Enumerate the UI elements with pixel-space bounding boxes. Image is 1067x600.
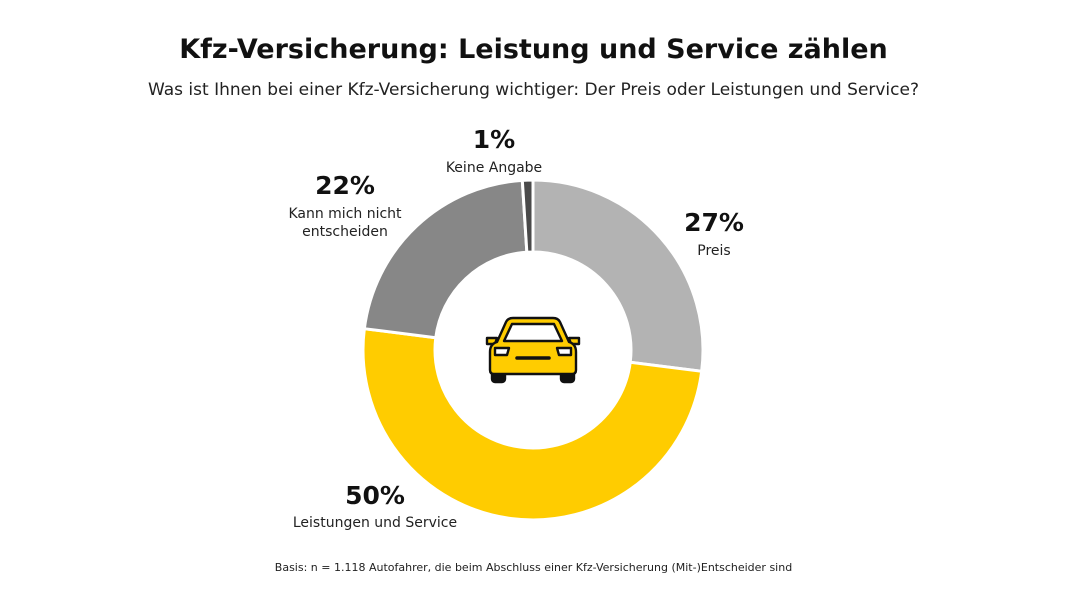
value-label-leistungen: 50% xyxy=(345,481,405,510)
slice-preis xyxy=(531,178,705,373)
slice-label-unentschieden-line2: entscheiden xyxy=(302,224,388,240)
chart-subtitle: Was ist Ihnen bei einer Kfz-Versicherung… xyxy=(148,80,919,100)
slice-label-unentschieden-line1: Kann mich nicht xyxy=(288,206,402,222)
slice-keine-angabe xyxy=(520,178,535,254)
slice-label-leistungen: Leistungen und Service xyxy=(293,515,457,531)
slice-label-keine-angabe: Keine Angabe xyxy=(446,160,542,176)
footnote: Basis: n = 1.118 Autofahrer, die beim Ab… xyxy=(274,561,793,574)
donut-slices xyxy=(361,178,705,522)
slice-unentschieden xyxy=(362,178,529,340)
value-label-keine-angabe: 1% xyxy=(473,125,515,154)
slice-leistungen xyxy=(361,327,704,522)
slice-label-preis: Preis xyxy=(697,243,730,259)
car-icon xyxy=(485,316,581,384)
chart-title: Kfz-Versicherung: Leistung und Service z… xyxy=(179,34,888,65)
value-label-preis: 27% xyxy=(684,208,744,237)
value-label-unentschieden: 22% xyxy=(315,171,375,200)
